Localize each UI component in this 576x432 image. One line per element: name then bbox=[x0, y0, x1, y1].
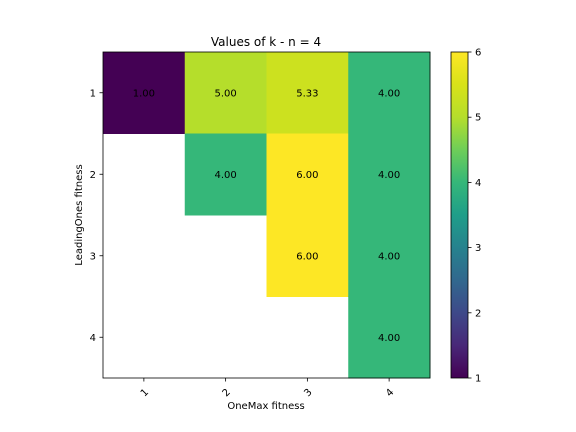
heatmap-cells: 1.00 5.00 5.33 4.00 4.00 6.00 4.00 6.00 4.00 4.00 bbox=[103, 52, 431, 379]
cell-value-label: 4.00 bbox=[214, 170, 236, 181]
colorbar-tick-label: 4 bbox=[475, 178, 481, 189]
cell-value-label: 4.00 bbox=[378, 170, 400, 181]
cell-value-label: 4.00 bbox=[378, 251, 400, 262]
colorbar-tick-label: 1 bbox=[475, 374, 481, 385]
y-axis: 1 2 3 4 bbox=[90, 88, 103, 344]
chart-title: Values of k - n = 4 bbox=[211, 35, 321, 49]
cell-value-label: 1.00 bbox=[133, 88, 155, 99]
y-tick-label: 3 bbox=[90, 251, 96, 262]
cell-value-label: 4.00 bbox=[378, 333, 400, 344]
x-tick-label: 2 bbox=[221, 387, 233, 399]
colorbar-axis: 1 2 3 4 5 6 bbox=[468, 48, 481, 385]
colorbar-tick-label: 2 bbox=[475, 308, 481, 319]
y-tick-label: 1 bbox=[90, 88, 96, 99]
cell-value-label: 5.33 bbox=[296, 88, 318, 99]
x-tick-label: 1 bbox=[139, 387, 151, 399]
colorbar-tick-label: 6 bbox=[475, 48, 481, 59]
cell-value-label: 6.00 bbox=[296, 170, 318, 181]
x-tick-label: 4 bbox=[384, 387, 396, 399]
cell-value-label: 4.00 bbox=[378, 88, 400, 99]
cell-value-label: 6.00 bbox=[296, 251, 318, 262]
y-tick-label: 4 bbox=[90, 333, 96, 344]
x-axis-label: OneMax fitness bbox=[227, 401, 304, 412]
colorbar-tick-label: 3 bbox=[475, 243, 481, 254]
x-axis: 1 2 3 4 bbox=[139, 378, 397, 399]
y-tick-label: 2 bbox=[90, 170, 96, 181]
y-axis-label: LeadingOnes fitness bbox=[74, 164, 85, 265]
colorbar-tick-label: 5 bbox=[475, 113, 481, 124]
x-tick-label: 3 bbox=[302, 387, 314, 399]
cell-value-label: 5.00 bbox=[214, 88, 236, 99]
colorbar bbox=[451, 52, 468, 378]
